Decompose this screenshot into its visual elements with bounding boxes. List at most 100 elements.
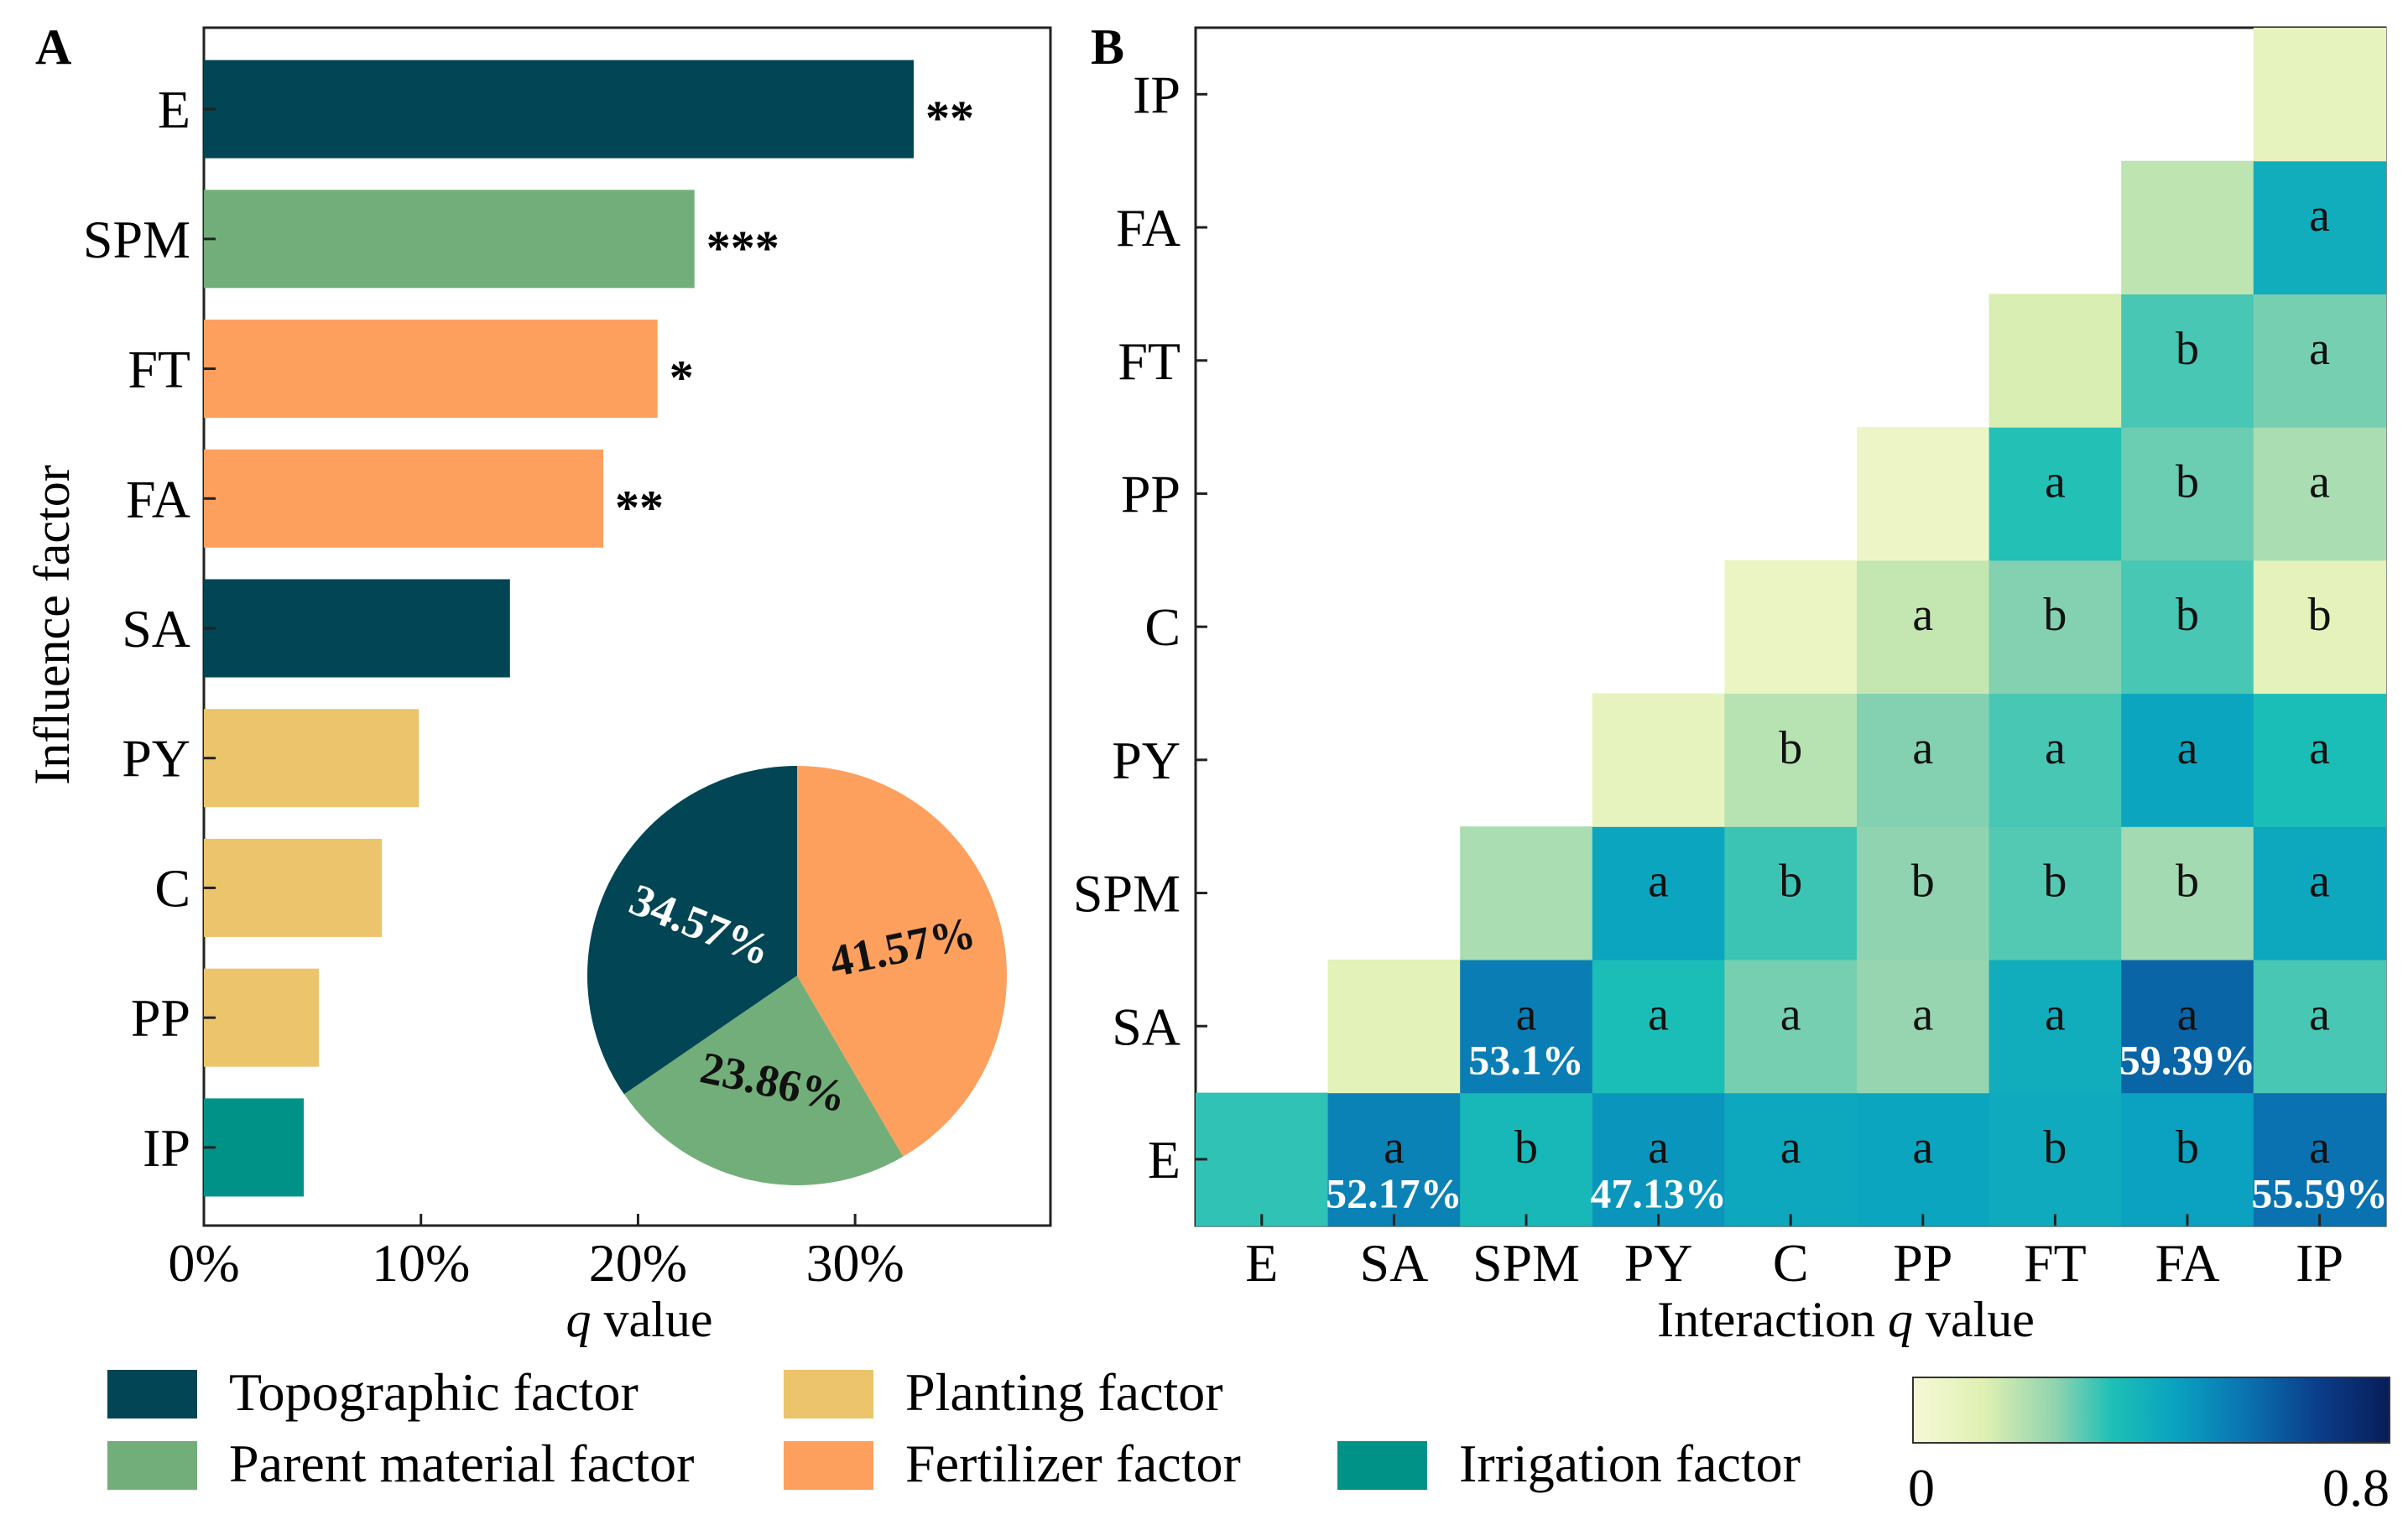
cell-significance-letter: b: [1779, 722, 1802, 774]
heatmap-cell-c-c: [1724, 560, 1858, 695]
xtick-label: 30%: [805, 1233, 904, 1293]
cell-significance-letter: a: [2309, 1122, 2330, 1174]
legend-label-planting: Planting factor: [905, 1362, 1223, 1422]
cell-significance-letter: a: [1780, 988, 1801, 1040]
heatmap-xtick-py: PY: [1624, 1233, 1693, 1293]
heatmap-cell-ft-py: [1988, 693, 2122, 827]
ytick-label-spm: SPM: [83, 210, 190, 269]
panel-b-xlabel: Interaction q value: [1657, 1292, 2035, 1347]
heatmap-cell-ft-e: [1988, 1092, 2122, 1226]
cell-significance-letter: a: [1648, 988, 1669, 1040]
heatmap-cell-sa-e: [1327, 1092, 1461, 1226]
ytick-label-py: PY: [122, 729, 190, 789]
heatmap-xtick-sa: SA: [1359, 1233, 1428, 1293]
heatmap-xtick-e: E: [1245, 1233, 1278, 1293]
cell-significance-letter: b: [2176, 589, 2199, 641]
heatmap-cell-fa-spm: [2121, 826, 2254, 960]
panel-b-letter: B: [1091, 19, 1124, 75]
cell-significance-letter: a: [1912, 988, 1933, 1040]
cell-percent-label: 55.59%: [2251, 1169, 2388, 1216]
cell-significance-letter: a: [2045, 455, 2066, 508]
ytick-label-pp: PP: [131, 988, 190, 1048]
cell-significance-letter: a: [1912, 722, 1933, 774]
cell-significance-letter: b: [1911, 856, 1935, 908]
heatmap-cell-e-e: [1196, 1092, 1329, 1226]
bar-chart: E ** SPM *** FT * FA ** SA PY C PP IP 0% 10% 20% 30%: [83, 60, 974, 1293]
heatmap-ytick-sa: SA: [1112, 997, 1181, 1056]
ytick-label-e: E: [158, 80, 190, 139]
heatmap: a52.17%b a47.13%a a b b a55.59%a53.1%a a a a a59.…: [1073, 28, 2388, 1293]
cell-significance-letter: b: [2176, 323, 2199, 375]
pie-slice-parent: [623, 976, 904, 1186]
cell-significance-letter: a: [2045, 988, 2066, 1040]
pie-chart: 41.57%23.86%34.57%: [587, 766, 1007, 1186]
heatmap-ytick-spm: SPM: [1073, 864, 1181, 924]
cell-significance-letter: a: [1648, 1122, 1669, 1174]
bar-c: [204, 838, 383, 937]
heatmap-cell-ip-pp: [2253, 427, 2386, 561]
heatmap-cell-py-sa: [1592, 959, 1725, 1094]
cell-significance-letter: a: [1912, 1122, 1933, 1174]
panel-a-letter: A: [35, 19, 71, 75]
significance-label: *: [670, 351, 694, 405]
xtick-label: 10%: [372, 1233, 470, 1293]
heatmap-cell-ip-ft: [2253, 294, 2386, 428]
heatmap-cell-ip-fa: [2253, 160, 2386, 294]
cell-percent-label: 53.1%: [1468, 1037, 1584, 1084]
heatmap-cell-ip-spm: [2253, 826, 2386, 960]
legend-label-fertilizer: Fertilizer factor: [905, 1434, 1241, 1493]
heatmap-cell-ft-c: [1988, 560, 2122, 695]
cell-significance-letter: a: [2045, 722, 2066, 774]
heatmap-cell-ip-py: [2253, 693, 2386, 827]
heatmap-cell-c-spm: [1724, 826, 1858, 960]
legend-swatch-fertilizer: [784, 1441, 873, 1490]
heatmap-xtick-spm: SPM: [1472, 1233, 1580, 1293]
cell-significance-letter: b: [2176, 1122, 2199, 1174]
bar-pp: [204, 968, 320, 1067]
ytick-label-c: C: [154, 858, 190, 918]
cell-significance-letter: b: [2043, 1122, 2067, 1174]
heatmap-cell-fa-py: [2121, 693, 2254, 827]
cell-percent-label: 52.17%: [1326, 1169, 1462, 1216]
significance-label: **: [925, 91, 974, 145]
heatmap-ytick-e: E: [1148, 1130, 1181, 1189]
heatmap-cell-py-py: [1592, 693, 1725, 827]
colorbar: [1912, 1377, 2390, 1444]
heatmap-cell-fa-c: [2121, 560, 2254, 695]
heatmap-cell-fa-sa: [2121, 959, 2254, 1094]
heatmap-cell-c-e: [1724, 1092, 1858, 1226]
cell-significance-letter: b: [1514, 1122, 1538, 1174]
cell-significance-letter: a: [1648, 856, 1669, 908]
heatmap-xtick-ip: IP: [2296, 1233, 2343, 1293]
cell-percent-label: 47.13%: [1590, 1169, 1727, 1216]
legend: Topographic factor Planting factor Parent …: [107, 1362, 1801, 1493]
bar-fa: [204, 449, 604, 548]
ytick-label-fa: FA: [126, 469, 190, 528]
heatmap-cell-pp-py: [1857, 693, 1990, 827]
legend-swatch-parent: [107, 1441, 197, 1490]
cell-percent-label: 59.39%: [2119, 1037, 2256, 1084]
cell-significance-letter: a: [1516, 988, 1537, 1040]
heatmap-cell-pp-pp: [1857, 427, 1990, 561]
heatmap-xtick-pp: PP: [1893, 1233, 1952, 1293]
heatmap-cell-ip-e: [2253, 1092, 2386, 1226]
heatmap-xtick-c: C: [1773, 1233, 1809, 1293]
heatmap-cell-ft-pp: [1988, 427, 2122, 561]
heatmap-cell-ft-ft: [1988, 294, 2122, 428]
bar-e: [204, 60, 915, 159]
legend-swatch-topographic: [107, 1370, 197, 1418]
heatmap-cell-ip-c: [2253, 560, 2386, 695]
ytick-label-sa: SA: [122, 599, 190, 658]
cell-significance-letter: a: [1912, 589, 1933, 641]
heatmap-ytick-py: PY: [1112, 731, 1181, 790]
ytick-label-ip: IP: [143, 1118, 190, 1178]
heatmap-cell-sa-sa: [1327, 959, 1461, 1094]
heatmap-cell-fa-e: [2121, 1092, 2254, 1226]
cell-significance-letter: a: [2309, 323, 2330, 375]
cell-significance-letter: b: [2308, 589, 2332, 641]
heatmap-cell-ip-ip: [2253, 28, 2386, 162]
significance-label: **: [615, 480, 664, 534]
legend-label-parent: Parent material factor: [229, 1434, 694, 1493]
cell-significance-letter: a: [2309, 856, 2330, 908]
